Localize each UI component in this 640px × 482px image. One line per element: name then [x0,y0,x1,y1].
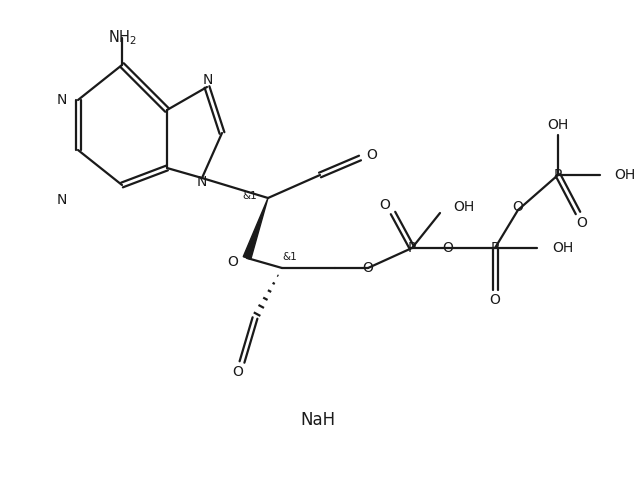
Text: N: N [203,73,213,87]
Text: NH$_2$: NH$_2$ [108,28,136,47]
Text: O: O [363,261,373,275]
Text: O: O [490,293,500,307]
Text: O: O [443,241,453,255]
Text: O: O [577,216,588,230]
Text: &1: &1 [243,191,257,201]
Text: O: O [232,365,243,379]
Text: OH: OH [547,118,568,132]
Text: O: O [367,148,378,162]
Text: O: O [513,200,524,214]
Text: N: N [57,93,67,107]
Text: &1: &1 [283,252,298,262]
Text: OH: OH [614,168,636,182]
Text: P: P [554,168,562,182]
Polygon shape [243,198,268,259]
Text: OH: OH [453,200,474,214]
Text: O: O [380,198,390,212]
Text: P: P [408,241,416,255]
Text: N: N [57,193,67,207]
Text: NaH: NaH [300,411,335,429]
Text: N: N [197,175,207,189]
Text: O: O [228,255,239,269]
Text: OH: OH [552,241,573,255]
Text: P: P [491,241,499,255]
